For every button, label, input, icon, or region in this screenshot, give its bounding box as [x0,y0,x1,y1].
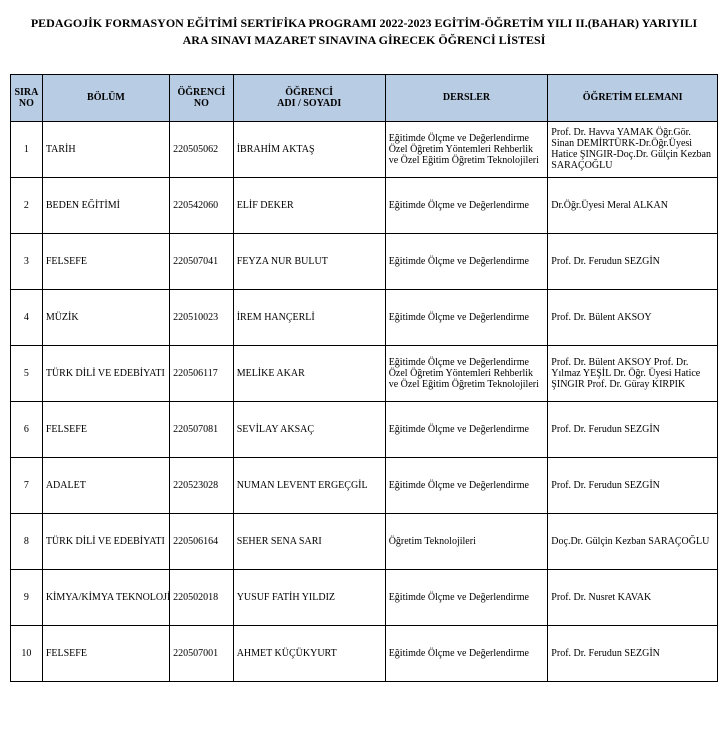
cell-bolum: TÜRK DİLİ VE EDEBİYATI [42,345,169,401]
col-sira: SIRANO [11,74,43,121]
table-row: 6FELSEFE220507081SEVİLAY AKSAÇEğitimde Ö… [11,401,718,457]
cell-ogrno: 220506117 [170,345,234,401]
col-elem: ÖĞRETİM ELEMANI [548,74,718,121]
table-header-row: SIRANO BÖLÜM ÖĞRENCİNO ÖĞRENCİADI / SOYA… [11,74,718,121]
table-row: 3FELSEFE220507041FEYZA NUR BULUTEğitimde… [11,233,718,289]
cell-ad: İBRAHİM AKTAŞ [233,121,385,177]
cell-ogrno: 220510023 [170,289,234,345]
cell-ders: Öğretim Teknolojileri [385,513,548,569]
cell-elem: Prof. Dr. Bülent AKSOY Prof. Dr. Yılmaz … [548,345,718,401]
cell-elem: Dr.Öğr.Üyesi Meral ALKAN [548,177,718,233]
cell-sira: 9 [11,569,43,625]
cell-ad: NUMAN LEVENT ERGEÇGİL [233,457,385,513]
cell-sira: 6 [11,401,43,457]
cell-ad: SEVİLAY AKSAÇ [233,401,385,457]
cell-ders: Eğitimde Ölçme ve Değerlendirme [385,625,548,681]
page-title: PEDAGOJİK FORMASYON EĞİTİMİ SERTİFİKA PR… [10,15,718,49]
table-row: 10FELSEFE220507001AHMET KÜÇÜKYURTEğitimd… [11,625,718,681]
cell-elem: Prof. Dr. Ferudun SEZGİN [548,625,718,681]
table-row: 7ADALET220523028NUMAN LEVENT ERGEÇGİLEği… [11,457,718,513]
cell-elem: Prof. Dr. Bülent AKSOY [548,289,718,345]
cell-sira: 3 [11,233,43,289]
cell-bolum: TARİH [42,121,169,177]
cell-bolum: TÜRK DİLİ VE EDEBİYATI [42,513,169,569]
cell-ders: Eğitimde Ölçme ve Değerlendirme [385,569,548,625]
cell-bolum: ADALET [42,457,169,513]
cell-elem: Prof. Dr. Ferudun SEZGİN [548,457,718,513]
cell-elem: Prof. Dr. Ferudun SEZGİN [548,401,718,457]
cell-elem: Prof. Dr. Ferudun SEZGİN [548,233,718,289]
cell-ad: SEHER SENA SARI [233,513,385,569]
cell-ad: İREM HANÇERLİ [233,289,385,345]
cell-ders: Eğitimde Ölçme ve Değerlendirme Özel Öğr… [385,345,548,401]
cell-ogrno: 220542060 [170,177,234,233]
title-line-1: PEDAGOJİK FORMASYON EĞİTİMİ SERTİFİKA PR… [31,16,697,30]
cell-sira: 1 [11,121,43,177]
cell-elem: Prof. Dr. Nusret KAVAK [548,569,718,625]
cell-sira: 2 [11,177,43,233]
cell-bolum: FELSEFE [42,401,169,457]
table-row: 2BEDEN EĞİTİMİ220542060ELİF DEKEREğitimd… [11,177,718,233]
cell-ad: ELİF DEKER [233,177,385,233]
table-row: 1TARİH220505062İBRAHİM AKTAŞEğitimde Ölç… [11,121,718,177]
cell-ogrno: 220507001 [170,625,234,681]
col-ders: DERSLER [385,74,548,121]
cell-elem: Prof. Dr. Havva YAMAK Öğr.Gör. Sinan DEM… [548,121,718,177]
cell-ders: Eğitimde Ölçme ve Değerlendirme [385,233,548,289]
table-row: 9KİMYA/KİMYA TEKNOLOJİSİ220502018YUSUF F… [11,569,718,625]
cell-ders: Eğitimde Ölçme ve Değerlendirme [385,401,548,457]
cell-ders: Eğitimde Ölçme ve Değerlendirme Özel Öğr… [385,121,548,177]
cell-ad: FEYZA NUR BULUT [233,233,385,289]
title-line-2: ARA SINAVI MAZARET SINAVINA GİRECEK ÖĞRE… [183,33,546,47]
table-row: 8TÜRK DİLİ VE EDEBİYATI220506164SEHER SE… [11,513,718,569]
cell-sira: 8 [11,513,43,569]
cell-ders: Eğitimde Ölçme ve Değerlendirme [385,289,548,345]
cell-bolum: FELSEFE [42,233,169,289]
cell-ogrno: 220502018 [170,569,234,625]
cell-ogrno: 220523028 [170,457,234,513]
col-ad: ÖĞRENCİADI / SOYADI [233,74,385,121]
cell-ad: YUSUF FATİH YILDIZ [233,569,385,625]
table-row: 4MÜZİK220510023İREM HANÇERLİEğitimde Ölç… [11,289,718,345]
cell-ders: Eğitimde Ölçme ve Değerlendirme [385,177,548,233]
cell-sira: 4 [11,289,43,345]
cell-ogrno: 220505062 [170,121,234,177]
table-body: 1TARİH220505062İBRAHİM AKTAŞEğitimde Ölç… [11,121,718,681]
cell-ogrno: 220507081 [170,401,234,457]
cell-sira: 10 [11,625,43,681]
cell-sira: 5 [11,345,43,401]
cell-bolum: FELSEFE [42,625,169,681]
col-ogrno: ÖĞRENCİNO [170,74,234,121]
cell-ogrno: 220506164 [170,513,234,569]
cell-sira: 7 [11,457,43,513]
student-table: SIRANO BÖLÜM ÖĞRENCİNO ÖĞRENCİADI / SOYA… [10,74,718,682]
cell-bolum: BEDEN EĞİTİMİ [42,177,169,233]
cell-ad: AHMET KÜÇÜKYURT [233,625,385,681]
cell-ders: Eğitimde Ölçme ve Değerlendirme [385,457,548,513]
col-bolum: BÖLÜM [42,74,169,121]
cell-bolum: MÜZİK [42,289,169,345]
cell-ad: MELİKE AKAR [233,345,385,401]
table-row: 5TÜRK DİLİ VE EDEBİYATI220506117MELİKE A… [11,345,718,401]
cell-elem: Doç.Dr. Gülçin Kezban SARAÇOĞLU [548,513,718,569]
cell-bolum: KİMYA/KİMYA TEKNOLOJİSİ [42,569,169,625]
cell-ogrno: 220507041 [170,233,234,289]
